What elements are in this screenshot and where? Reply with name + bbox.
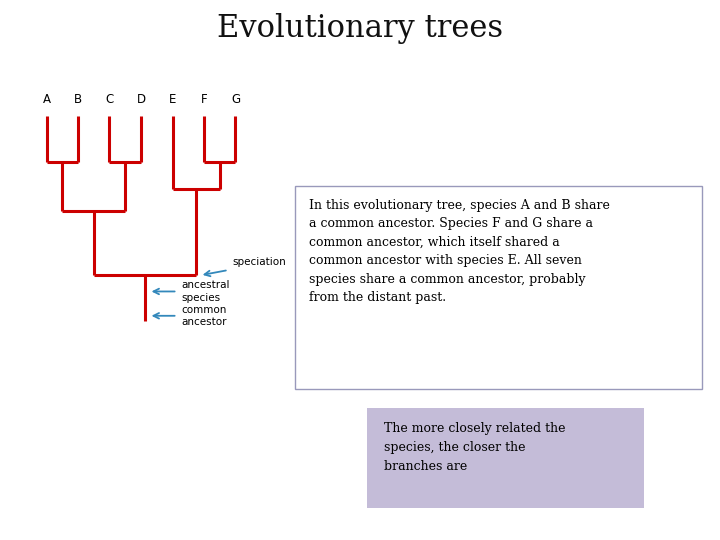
Text: In this evolutionary tree, species A and B share
a common ancestor. Species F an: In this evolutionary tree, species A and… <box>309 199 610 304</box>
Text: G: G <box>231 93 240 106</box>
Text: ancestral
species: ancestral species <box>181 280 230 302</box>
Text: C: C <box>105 93 114 106</box>
Text: The more closely related the
species, the closer the
branches are: The more closely related the species, th… <box>384 422 565 473</box>
Text: Evolutionary trees: Evolutionary trees <box>217 14 503 44</box>
Text: E: E <box>169 93 176 106</box>
FancyBboxPatch shape <box>367 408 644 508</box>
Text: B: B <box>73 93 82 106</box>
Text: D: D <box>137 93 145 106</box>
Text: speciation: speciation <box>232 257 286 267</box>
Text: common
ancestor: common ancestor <box>181 305 227 327</box>
FancyBboxPatch shape <box>295 186 702 389</box>
Text: A: A <box>42 93 51 106</box>
Text: F: F <box>200 93 207 106</box>
